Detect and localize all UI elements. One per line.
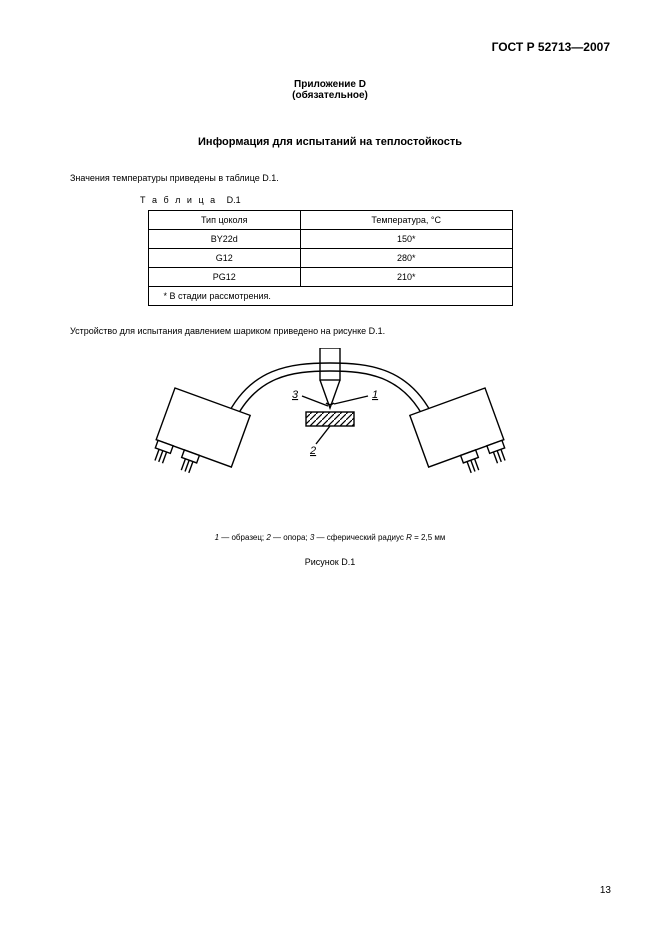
figure-svg: 1 3 2 — [130, 348, 530, 518]
legend-txt-1: — образец; — [219, 533, 266, 542]
legend-r-val: = 2,5 мм — [412, 533, 445, 542]
document-id: ГОСТ Р 52713—2007 — [50, 40, 610, 54]
appendix-subtitle: (обязательное) — [50, 90, 610, 101]
table-cell: 150* — [300, 230, 512, 249]
page-number: 13 — [600, 885, 611, 896]
table-row: BY22d 150* — [148, 230, 512, 249]
main-title: Информация для испытаний на теплостойкос… — [50, 136, 610, 148]
table-caption-prefix: Т а б л и ц а — [140, 195, 217, 205]
figure-wrap: 1 3 2 1 — образец; 2 — опора; 3 — сферич… — [50, 348, 610, 567]
figure-legend: 1 — образец; 2 — опора; 3 — сферический … — [50, 533, 610, 542]
table-footnote: * В стадии рассмотрения. — [148, 287, 512, 306]
paragraph-figure: Устройство для испытания давлением шарик… — [50, 326, 610, 336]
table-row: G12 280* — [148, 249, 512, 268]
table-cell: BY22d — [148, 230, 300, 249]
figure-caption: Рисунок D.1 — [50, 557, 610, 567]
figure-label-3: 3 — [292, 389, 299, 401]
figure-label-1: 1 — [372, 389, 378, 401]
table-cell: 280* — [300, 249, 512, 268]
appendix-title: Приложение D — [50, 79, 610, 90]
table-row: PG12 210* — [148, 268, 512, 287]
data-table: Тип цоколя Температура, °С BY22d 150* G1… — [148, 210, 513, 306]
table-col-header: Тип цоколя — [148, 211, 300, 230]
table-caption: Т а б л и ц а D.1 — [140, 195, 610, 205]
table-cell: PG12 — [148, 268, 300, 287]
table-caption-number: D.1 — [227, 195, 241, 205]
table-col-header: Температура, °С — [300, 211, 512, 230]
paragraph-intro: Значения температуры приведены в таблице… — [50, 173, 610, 183]
table-footnote-row: * В стадии рассмотрения. — [148, 287, 512, 306]
figure-label-2: 2 — [309, 445, 316, 457]
table-cell: 210* — [300, 268, 512, 287]
legend-txt-3: — сферический радиус — [314, 533, 406, 542]
table-cell: G12 — [148, 249, 300, 268]
table-header-row: Тип цоколя Температура, °С — [148, 211, 512, 230]
legend-txt-2: — опора; — [271, 533, 310, 542]
